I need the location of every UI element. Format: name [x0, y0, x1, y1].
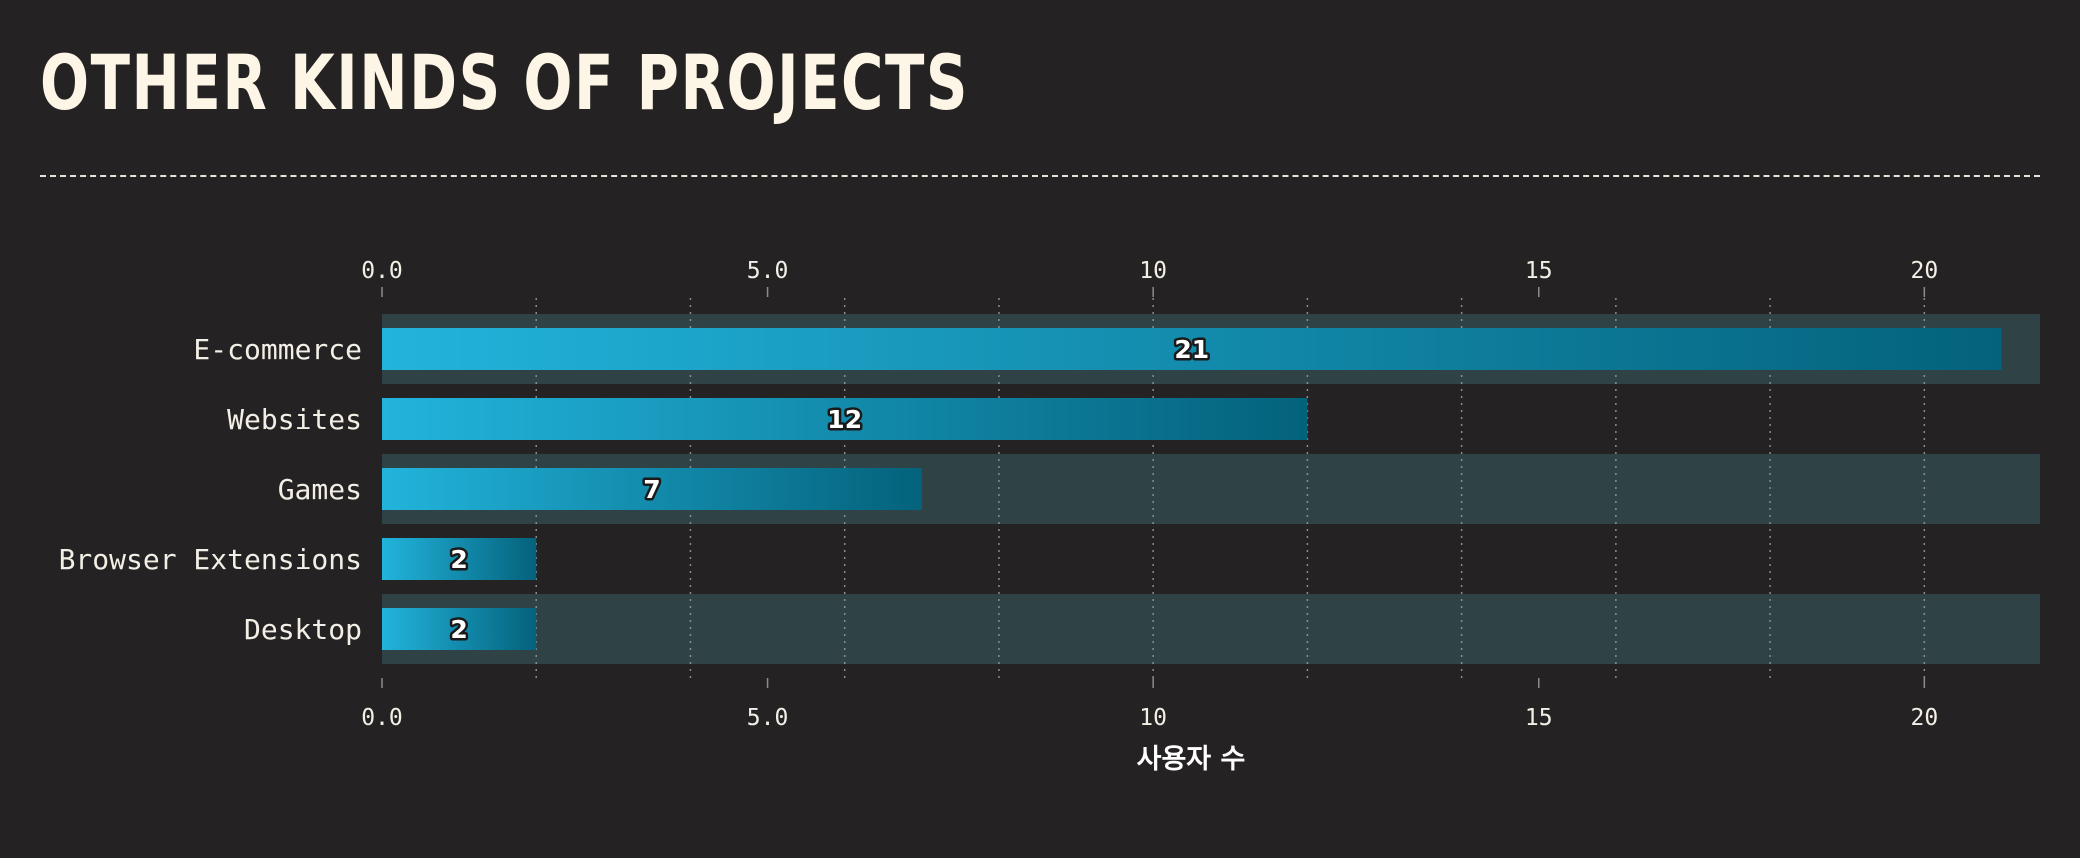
bars — [382, 328, 2002, 650]
category-label: Games — [278, 473, 362, 506]
tick-label: 0.0 — [361, 258, 403, 284]
title-divider — [40, 175, 2040, 177]
tick-label: 20 — [1910, 705, 1938, 731]
chart-title: OTHER KINDS OF PROJECTS — [40, 38, 970, 127]
value-labels: 21 12 7 2 2 — [448, 333, 1212, 647]
category-label: Desktop — [244, 613, 362, 646]
bar-desktop — [382, 608, 537, 650]
row-bands — [382, 314, 2040, 664]
category-label: Websites — [227, 403, 362, 436]
tick-label: 0.0 — [361, 705, 403, 731]
x-axis-title: 사용자 수 — [1137, 744, 1246, 775]
tick-label: 10 — [1139, 258, 1167, 284]
x-axis-top: 0.0 5.0 10 15 20 — [361, 258, 1938, 297]
tick-label: 10 — [1139, 705, 1167, 731]
tick-label: 20 — [1910, 258, 1938, 284]
tick-label: 15 — [1525, 705, 1553, 731]
row-band-5 — [382, 594, 2040, 664]
bar-games — [382, 468, 922, 510]
category-labels: E-commerce Websites Games Browser Extension… — [59, 333, 362, 646]
value-label: 12 — [827, 405, 862, 434]
bar-e-commerce — [382, 328, 2002, 370]
bar-browser-extensions — [382, 538, 537, 580]
value-label: 2 — [450, 615, 467, 644]
value-label: 21 — [1174, 335, 1209, 364]
value-label: 2 — [450, 545, 467, 574]
tick-label: 15 — [1525, 258, 1553, 284]
value-label: 7 — [643, 475, 660, 504]
category-label: Browser Extensions — [59, 543, 362, 576]
x-axis-bottom: 0.0 5.0 10 15 20 — [361, 678, 1938, 731]
category-label: E-commerce — [193, 333, 362, 366]
tick-label: 5.0 — [747, 705, 789, 731]
tick-label: 5.0 — [747, 258, 789, 284]
bar-websites — [382, 398, 1308, 440]
